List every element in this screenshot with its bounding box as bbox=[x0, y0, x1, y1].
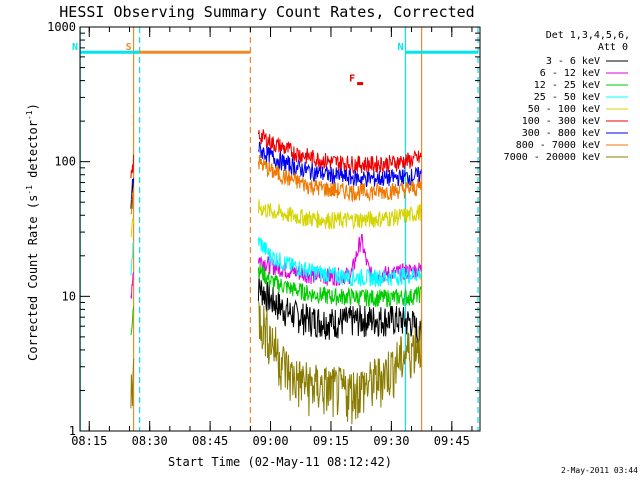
x-tick-label: 09:15 bbox=[313, 434, 349, 448]
x-tick-label: 09:00 bbox=[252, 434, 288, 448]
legend-header-line-2: Att 0 bbox=[598, 42, 628, 53]
series-line bbox=[257, 129, 422, 175]
legend-item-label: 12 - 25 keV bbox=[534, 80, 600, 91]
y-tick-label: 100 bbox=[54, 155, 76, 169]
series-line bbox=[130, 187, 135, 215]
y-axis-label-sup1: -1 bbox=[25, 185, 34, 195]
interval-marker-label: F bbox=[349, 74, 355, 85]
y-axis-label-main: Corrected Count Rate (s bbox=[26, 195, 40, 361]
series-line bbox=[257, 234, 422, 287]
series-line bbox=[130, 154, 135, 179]
plot-frame bbox=[79, 26, 481, 432]
x-tick-label: 08:45 bbox=[192, 434, 228, 448]
series-line bbox=[257, 263, 422, 307]
legend-item-label: 50 - 100 keV bbox=[528, 104, 600, 115]
series-line bbox=[257, 154, 422, 203]
series-line bbox=[257, 301, 422, 425]
y-tick-label: 10 bbox=[62, 289, 76, 303]
y-tick-label: 1 bbox=[69, 424, 76, 438]
x-axis-label: Start Time (02-May-11 08:12:42) bbox=[168, 455, 392, 469]
y-tick-label: 1000 bbox=[47, 20, 76, 34]
series-line bbox=[257, 141, 422, 188]
legend-item-label: 800 - 7000 keV bbox=[516, 140, 600, 151]
series-line bbox=[257, 275, 422, 349]
x-tick-label: 09:45 bbox=[434, 434, 470, 448]
legend-item-label: 3 - 6 keV bbox=[546, 56, 600, 67]
x-tick-label: 08:15 bbox=[71, 434, 107, 448]
series-line bbox=[130, 306, 135, 336]
interval-marker-label: S bbox=[126, 42, 132, 53]
series-line bbox=[130, 358, 135, 409]
x-tick-label: 09:30 bbox=[373, 434, 409, 448]
series-line bbox=[130, 218, 135, 238]
series-line bbox=[130, 241, 135, 276]
y-axis-label-mid: detector bbox=[26, 120, 40, 185]
legend-item-label: 100 - 300 keV bbox=[522, 116, 600, 127]
interval-marker-label: N bbox=[397, 42, 403, 53]
axes: 1 10 100 1000 08:15 08:30 08:45 09:00 09:15 09:30… bbox=[47, 20, 480, 448]
y-axis-label-sup2: -1 bbox=[25, 110, 34, 120]
legend-item-label: 6 - 12 keV bbox=[540, 68, 600, 79]
series-line bbox=[130, 178, 135, 200]
footer-date: 2-May-2011 03:44 bbox=[561, 466, 638, 475]
series-line bbox=[130, 272, 135, 299]
plot-area: S N N F bbox=[72, 27, 479, 431]
legend-item-label: 7000 - 20000 keV bbox=[504, 152, 600, 163]
legend-item-label: 25 - 50 keV bbox=[534, 92, 600, 103]
x-tick-label: 08:30 bbox=[132, 434, 168, 448]
y-axis-label: Corrected Count Rate (s-1 detector-1) bbox=[25, 103, 40, 361]
series-line bbox=[257, 237, 422, 287]
chart-title: HESSI Observing Summary Count Rates, Cor… bbox=[59, 3, 474, 21]
legend-item-label: 300 - 800 keV bbox=[522, 128, 600, 139]
series-line bbox=[257, 199, 422, 231]
interval-marker-label: N bbox=[72, 42, 78, 53]
y-axis-label-end: ) bbox=[26, 103, 40, 110]
legend-header-line-1: Det 1,3,4,5,6, bbox=[546, 30, 630, 41]
